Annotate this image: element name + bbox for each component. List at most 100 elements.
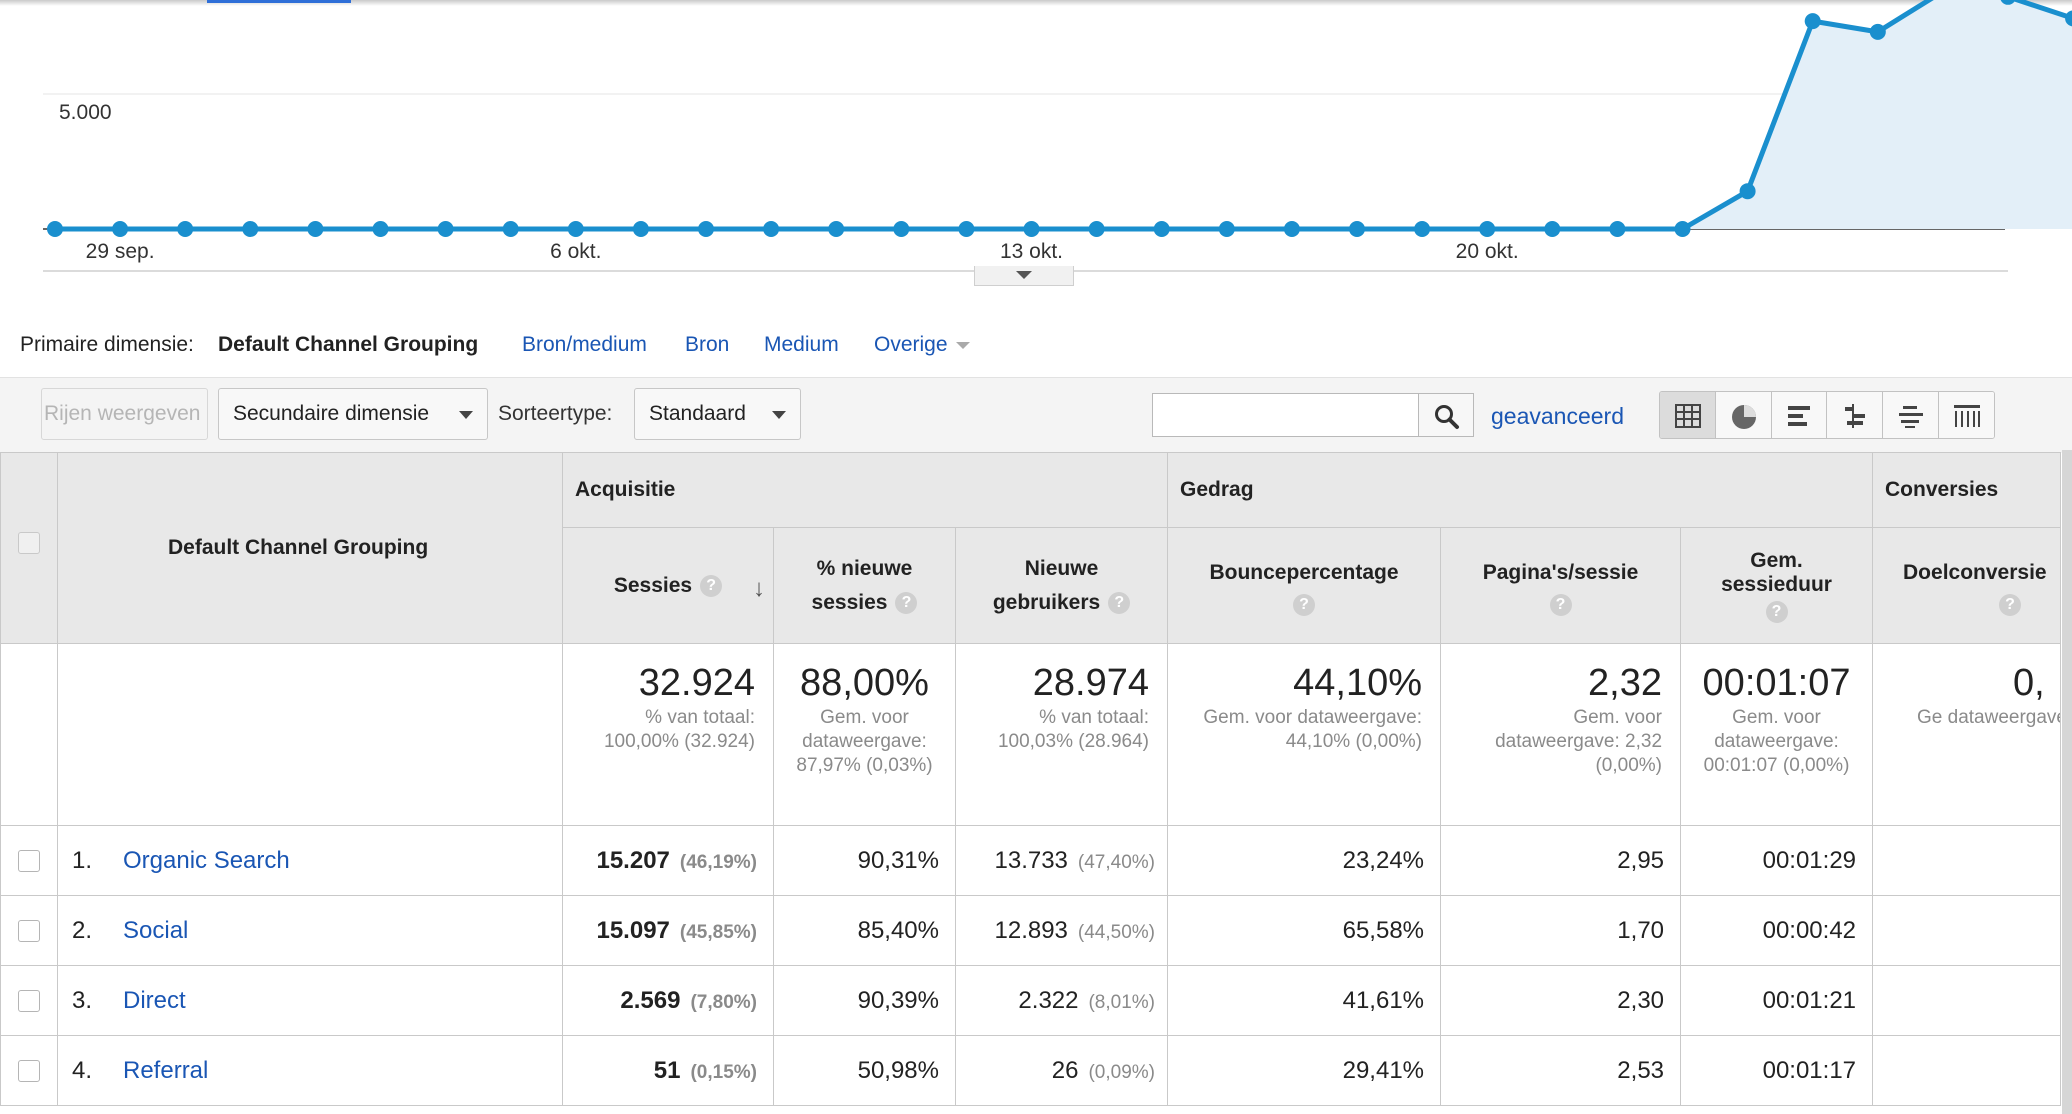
- data-point[interactable]: [1674, 221, 1691, 237]
- data-point[interactable]: [307, 221, 324, 237]
- row-checkbox[interactable]: [18, 1060, 40, 1083]
- data-point[interactable]: [1088, 221, 1105, 237]
- term-cloud-view-icon: [1899, 406, 1924, 428]
- column-header-bounce-rate[interactable]: Bouncepercentage ?: [1167, 527, 1442, 644]
- table-row: 3. Direct 2.569 (7,80%) 90,39% 2.322 (8,01%…: [0, 965, 2062, 1036]
- row-checkbox[interactable]: [18, 920, 40, 943]
- data-point[interactable]: [1349, 221, 1365, 237]
- sort-type-value: Standaard: [649, 402, 746, 425]
- totals-goal-sub: Ge dataweergave: [1917, 707, 2061, 728]
- help-icon[interactable]: ?: [1549, 593, 1572, 616]
- select-all-cell: [0, 452, 58, 644]
- plot-rows-button[interactable]: Rijen weergeven: [41, 388, 208, 440]
- vertical-scrollbar[interactable]: [2062, 450, 2072, 1114]
- row-goal-conversion: [1872, 895, 2062, 966]
- series-line: [55, 0, 2072, 232]
- data-point[interactable]: [112, 221, 129, 237]
- sort-type-dropdown[interactable]: Standaard: [634, 388, 801, 440]
- data-point[interactable]: [1544, 221, 1561, 237]
- table-row: 4. Referral 51 (0,15%) 50,98% 26 (0,09%) 29…: [0, 1035, 2062, 1106]
- top-shadow: [0, 0, 2072, 6]
- data-point[interactable]: [567, 221, 584, 237]
- data-point[interactable]: [893, 221, 910, 237]
- row-channel-link[interactable]: Social: [123, 916, 189, 944]
- column-header-new-users[interactable]: Nieuwe gebruikers?: [954, 527, 1169, 644]
- help-icon[interactable]: ?: [1765, 600, 1788, 623]
- column-header-avg-duration[interactable]: Gem. sessieduur ?: [1680, 527, 1874, 644]
- data-point[interactable]: [2000, 0, 2016, 5]
- data-point[interactable]: [1218, 221, 1235, 237]
- pie-view-button[interactable]: [1715, 392, 1772, 438]
- secondary-dimension-dropdown[interactable]: Secundaire dimensie: [218, 388, 488, 440]
- select-all-checkbox[interactable]: [18, 532, 40, 554]
- totals-duration-sub: Gem. voor dataweergave: 00:01:07 (0,00%): [1703, 707, 1850, 776]
- help-icon[interactable]: ?: [895, 591, 918, 614]
- data-point[interactable]: [1023, 221, 1040, 237]
- help-icon[interactable]: ?: [1999, 593, 2022, 616]
- data-point[interactable]: [177, 221, 194, 237]
- row-new-users: 26 (0,09%): [954, 1035, 1169, 1106]
- term-cloud-view-button[interactable]: [1883, 392, 1940, 438]
- column-header-sessions[interactable]: Sessies? ↓: [562, 527, 774, 644]
- totals-bounce-sub: Gem. voor dataweergave: 44,10% (0,00%): [1203, 707, 1423, 752]
- data-point[interactable]: [1739, 183, 1756, 200]
- row-dimension-cell: 1. Organic Search: [57, 825, 563, 896]
- dimension-link-medium[interactable]: Medium: [764, 333, 839, 356]
- row-new-users-value: 13.733: [994, 846, 1068, 874]
- data-point[interactable]: [1609, 221, 1626, 237]
- data-point[interactable]: [437, 221, 454, 237]
- totals-bounce: 44,10% Gem. voor dataweergave: 44,10% (0…: [1167, 643, 1442, 826]
- data-point[interactable]: [1153, 221, 1170, 237]
- column-header-pages-per-session[interactable]: Pagina's/sessie ?: [1440, 527, 1682, 644]
- totals-new-sessions-value: 88,00%: [800, 662, 929, 704]
- dimension-link-source-medium[interactable]: Bron/medium: [522, 333, 647, 356]
- column-header-pages-label: Pagina's/sessie: [1482, 560, 1639, 584]
- data-point[interactable]: [1869, 23, 1886, 40]
- group-header-behavior: Gedrag: [1167, 452, 1874, 528]
- row-sessions: 15.207 (46,19%): [562, 825, 774, 896]
- help-icon[interactable]: ?: [700, 574, 723, 597]
- data-point[interactable]: [1414, 221, 1431, 237]
- dimension-header[interactable]: Default Channel Grouping: [57, 452, 563, 644]
- comparison-view-button[interactable]: [1827, 392, 1884, 438]
- table-view-button[interactable]: [1660, 392, 1716, 438]
- pivot-view-button[interactable]: [1939, 392, 1994, 438]
- data-point[interactable]: [2065, 10, 2072, 27]
- row-channel-link[interactable]: Referral: [123, 1056, 209, 1084]
- data-point[interactable]: [698, 221, 714, 237]
- row-dimension-cell: 3. Direct: [57, 965, 563, 1036]
- data-point[interactable]: [1804, 13, 1821, 30]
- data-point[interactable]: [47, 221, 63, 237]
- row-new-users: 13.733 (47,40%): [954, 825, 1169, 896]
- help-icon[interactable]: ?: [1293, 593, 1316, 616]
- row-sessions-value: 15.097: [596, 916, 670, 944]
- column-header-goal-conversion[interactable]: Doelconversie ?: [1872, 527, 2062, 644]
- data-point[interactable]: [828, 221, 845, 237]
- performance-view-button[interactable]: [1771, 392, 1828, 438]
- advanced-filter-link[interactable]: geavanceerd: [1491, 403, 1624, 429]
- search-button[interactable]: [1419, 393, 1474, 437]
- row-checkbox[interactable]: [18, 850, 40, 873]
- column-header-new-sessions[interactable]: % nieuwe sessies?: [773, 527, 956, 644]
- data-point[interactable]: [1479, 221, 1496, 237]
- row-channel-link[interactable]: Organic Search: [123, 846, 290, 874]
- row-checkbox[interactable]: [18, 990, 40, 1013]
- row-channel-link[interactable]: Direct: [123, 986, 186, 1014]
- view-type-switcher: [1659, 391, 1995, 439]
- data-point[interactable]: [763, 221, 780, 237]
- chart-expand-handle[interactable]: [974, 266, 1074, 286]
- help-icon[interactable]: ?: [1108, 591, 1131, 614]
- table-search-input[interactable]: [1152, 393, 1419, 437]
- dimension-link-other[interactable]: Overige: [874, 333, 970, 357]
- column-header-new-sessions-line2: sessies: [811, 590, 888, 614]
- row-new-users: 2.322 (8,01%): [954, 965, 1169, 1036]
- data-point[interactable]: [1283, 221, 1300, 237]
- totals-pages-sub: Gem. voor dataweergave: 2,32 (0,00%): [1495, 707, 1663, 776]
- primary-dimension-label: Primaire dimensie:: [20, 333, 194, 356]
- data-point[interactable]: [502, 221, 519, 237]
- data-point[interactable]: [632, 221, 649, 237]
- data-point[interactable]: [372, 221, 389, 237]
- data-point[interactable]: [242, 221, 259, 237]
- dimension-link-source[interactable]: Bron: [685, 333, 730, 356]
- data-point[interactable]: [958, 221, 975, 237]
